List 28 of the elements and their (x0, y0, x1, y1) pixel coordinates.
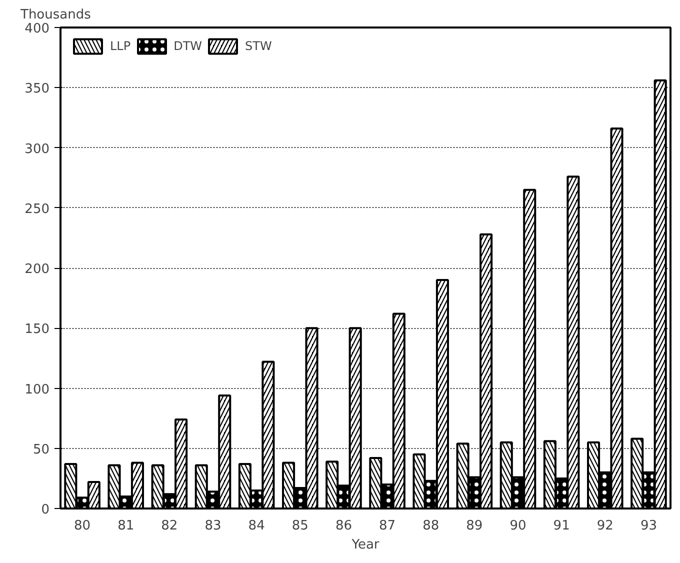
y-tick-label: 200 (24, 262, 50, 277)
y-tick-label: 400 (24, 22, 50, 36)
x-tick-label: 87 (379, 518, 396, 534)
x-tick-label: 83 (204, 518, 222, 534)
y-axis-title: Thousands (20, 8, 92, 22)
y-tick-label: 100 (24, 382, 50, 398)
x-axis-title: Year (350, 538, 380, 552)
x-tick-label: 92 (596, 518, 614, 534)
x-tick-label: 93 (640, 518, 657, 534)
x-tick-label: 88 (422, 518, 440, 534)
x-tick-label: 90 (510, 518, 526, 534)
legend-label: DTW (174, 39, 202, 53)
x-tick-label: 82 (161, 518, 178, 534)
x-tick-label: 81 (118, 518, 134, 534)
y-tick-label: 300 (24, 142, 50, 157)
y-tick-label: 50 (32, 442, 50, 458)
x-tick-label: 86 (335, 518, 352, 534)
y-tick-label: 250 (24, 202, 50, 217)
x-tick-label: 89 (466, 518, 483, 534)
x-tick-label: 85 (292, 518, 308, 534)
x-tick-label: 91 (553, 518, 570, 534)
y-tick-label: 350 (24, 82, 50, 97)
y-tick-label: 150 (24, 322, 50, 338)
x-tick-label: 80 (74, 518, 91, 534)
legend-label: STW (245, 39, 272, 53)
legend-label: LLP (110, 39, 131, 53)
y-tick-label: 0 (41, 502, 50, 518)
x-tick-label: 84 (248, 518, 265, 534)
